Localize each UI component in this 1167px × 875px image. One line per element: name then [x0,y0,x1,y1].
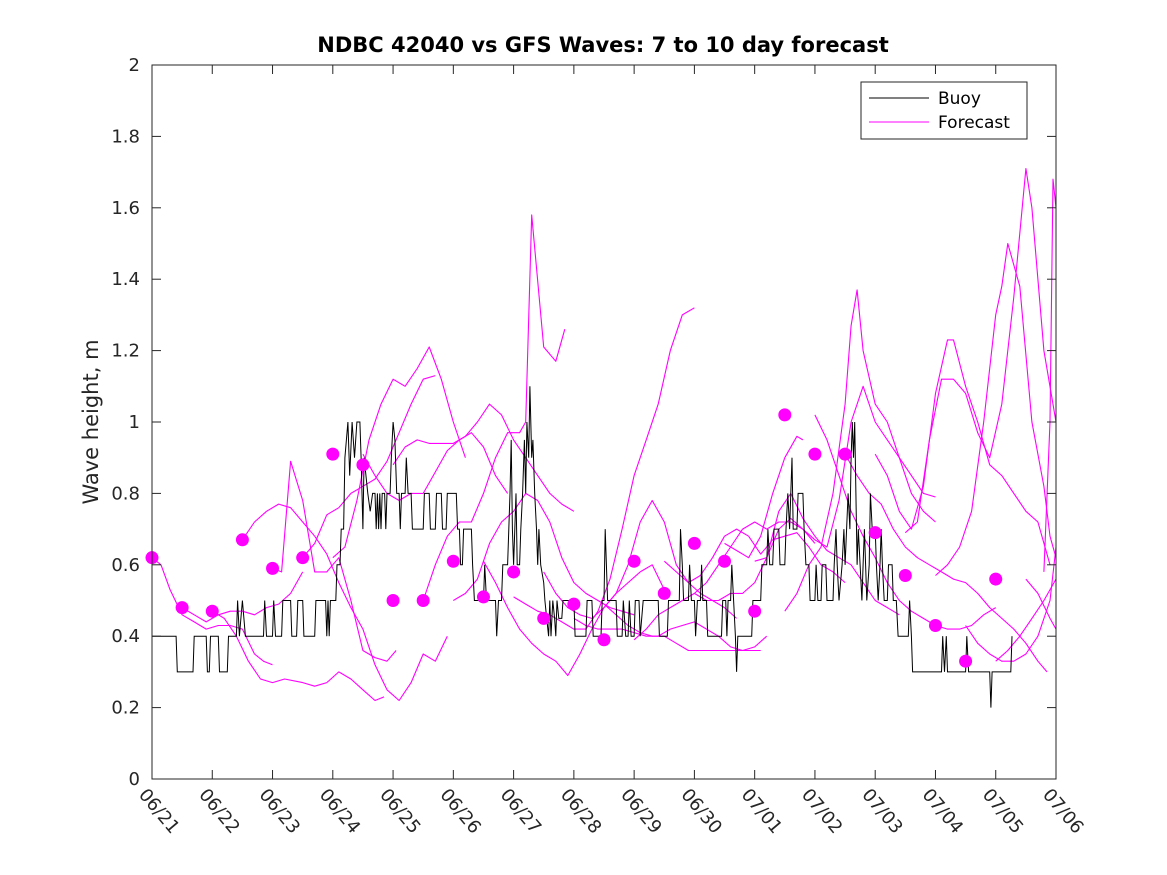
forecast-line [694,492,900,616]
y-tick-label: 1.2 [111,341,140,362]
legend-forecast-label: Forecast [938,113,1010,133]
forecast-marker [687,536,701,550]
forecast-markers [145,408,1003,668]
y-axis: 0 0.2 0.4 0.6 0.8 1 1.2 1.4 1.6 1.8 2 [111,55,1056,790]
forecast-marker [386,594,400,607]
forecast-marker [567,597,581,611]
forecast-line [272,460,397,662]
forecast-line [332,346,466,559]
forecast-line [904,167,1057,534]
forecast-marker [808,447,822,461]
legend-buoy-label: Buoy [938,89,981,109]
forecast-marker [235,533,249,547]
forecast-line [935,242,1057,576]
forecast-line [151,557,273,666]
forecast-line [573,617,768,652]
forecast-line [1025,578,1057,630]
y-tick-label: 1.6 [111,198,140,219]
forecast-line [724,435,804,559]
y-tick-label: 0.6 [111,555,140,576]
forecast-marker [657,586,671,600]
y-tick-label: 0.4 [111,626,140,647]
forecast-line [754,385,936,562]
forecast-line [1043,178,1057,572]
forecast-line [874,339,1051,565]
forecast-marker [928,618,942,632]
forecast-line [965,546,1057,662]
y-tick-label: 1.4 [111,269,140,290]
forecast-marker [416,594,430,607]
forecast-marker [748,604,762,618]
forecast-marker [537,611,551,625]
forecast-line [784,289,936,612]
y-tick-label: 0 [129,769,140,790]
forecast-line [603,603,761,652]
y-tick-label: 1 [129,412,140,433]
forecast-line [543,499,737,619]
forecast-marker [838,447,852,461]
forecast-marker [627,554,641,568]
forecast-marker [507,565,521,579]
plot-area [152,65,1056,779]
forecast-marker [718,554,732,568]
y-axis-label: Wave height, m [79,339,103,504]
forecast-line [422,214,566,601]
forecast-line [392,403,575,512]
forecast-marker [205,604,219,618]
legend-box [860,81,1028,140]
forecast-marker [326,447,340,461]
y-tick-label: 0.2 [111,698,140,719]
forecast-marker [356,458,370,472]
forecast-line [212,610,385,702]
forecast-marker [266,561,280,575]
forecast-line [241,503,448,702]
forecast-marker [296,551,310,565]
legend: Buoy Forecast [860,81,1028,140]
forecast-marker [959,654,973,668]
forecast-marker [989,572,1003,586]
forecast-marker [476,590,490,604]
y-tick-label: 1.8 [111,126,140,147]
y-tick-label: 0.8 [111,483,140,504]
forecast-marker [868,526,882,540]
chart-title: NDBC 42040 vs GFS Waves: 7 to 10 day for… [317,33,888,57]
forecast-marker [446,554,460,568]
forecast-line [814,414,996,630]
forecast-series [151,167,1057,702]
forecast-line [483,560,665,677]
forecast-line [995,578,1057,662]
forecast-line [844,453,1048,673]
forecast-marker [778,408,792,422]
forecast-marker [898,569,912,583]
forecast-marker [175,601,189,615]
forecast-marker [597,633,611,647]
forecast-line [302,375,436,559]
y-tick-label: 2 [129,55,140,76]
